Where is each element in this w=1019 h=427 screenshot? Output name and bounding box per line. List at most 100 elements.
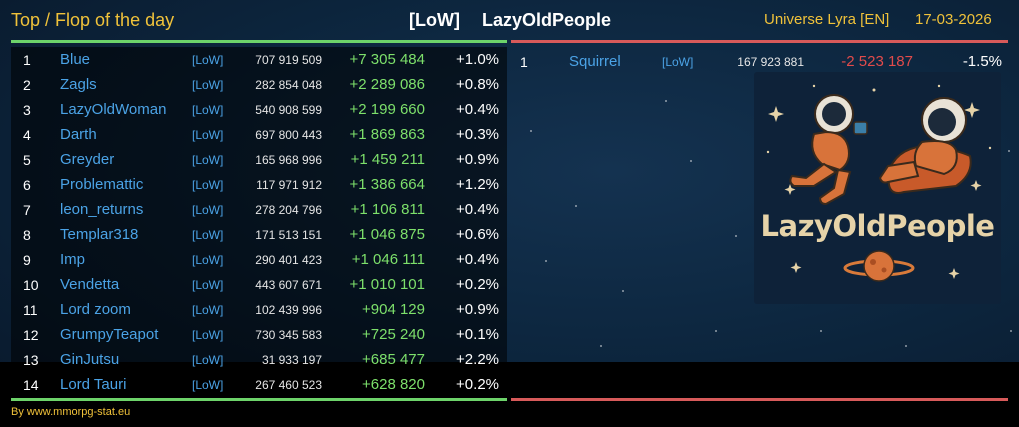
top-row: 7 leon_returns [LoW] 278 204 796 +1 106 811 +… xyxy=(11,197,507,222)
top-points: 540 908 599 xyxy=(255,103,322,117)
top-percent: +0.4% xyxy=(456,101,499,118)
top-alliance-tag[interactable]: [LoW] xyxy=(192,253,224,267)
top-points: 730 345 583 xyxy=(255,328,322,342)
flop-percent: -1.5% xyxy=(962,53,1002,70)
top-player-name[interactable]: GinJutsu xyxy=(60,351,120,368)
top-percent: +1.0% xyxy=(456,51,499,68)
top-diff: +628 820 xyxy=(362,376,425,393)
top-rank: 12 xyxy=(23,327,39,343)
header-bar: Top / Flop of the day [LoW] LazyOldPeopl… xyxy=(0,0,1019,40)
top-alliance-tag[interactable]: [LoW] xyxy=(192,203,224,217)
top-rank: 7 xyxy=(23,202,31,218)
flop-divider-top xyxy=(511,40,1008,43)
top-alliance-tag[interactable]: [LoW] xyxy=(192,78,224,92)
top-rank: 14 xyxy=(23,377,39,393)
flop-divider-bottom xyxy=(511,398,1008,401)
top-rank: 1 xyxy=(23,52,31,68)
top-alliance-tag[interactable]: [LoW] xyxy=(192,328,224,342)
top-points: 267 460 523 xyxy=(255,378,322,392)
flop-diff: -2 523 187 xyxy=(841,53,913,70)
top-diff: +1 459 211 xyxy=(350,151,425,168)
top-rank: 10 xyxy=(23,277,39,293)
top-row: 3 LazyOldWoman [LoW] 540 908 599 +2 199 660 +… xyxy=(11,97,507,122)
top-percent: +0.2% xyxy=(456,376,499,393)
top-alliance-tag[interactable]: [LoW] xyxy=(192,303,224,317)
top-percent: +0.6% xyxy=(456,226,499,243)
top-player-name[interactable]: leon_returns xyxy=(60,201,144,218)
top-percent: +2.2% xyxy=(456,351,499,368)
top-alliance-tag[interactable]: [LoW] xyxy=(192,378,224,392)
top-row: 12 GrumpyTeapot [LoW] 730 345 583 +725 240 +0… xyxy=(11,322,507,347)
top-row: 5 Greyder [LoW] 165 968 996 +1 459 211 +0.9% xyxy=(11,147,507,172)
flop-player-name[interactable]: Squirrel xyxy=(569,53,621,70)
top-row: 11 Lord zoom [LoW] 102 439 996 +904 129 +0.9% xyxy=(11,297,507,322)
top-diff: +904 129 xyxy=(362,301,425,318)
top-player-name[interactable]: LazyOldWoman xyxy=(60,101,167,118)
top-rank: 8 xyxy=(23,227,31,243)
top-player-name[interactable]: Vendetta xyxy=(60,276,120,293)
top-points: 282 854 048 xyxy=(255,78,322,92)
top-percent: +1.2% xyxy=(456,176,499,193)
top-row: 6 Problemattic [LoW] 117 971 912 +1 386 664 +… xyxy=(11,172,507,197)
top-percent: +0.4% xyxy=(456,201,499,218)
top-rank: 5 xyxy=(23,152,31,168)
top-points: 290 401 423 xyxy=(255,253,322,267)
top-player-name[interactable]: Lord Tauri xyxy=(60,376,127,393)
top-player-name[interactable]: Templar318 xyxy=(60,226,139,243)
top-alliance-tag[interactable]: [LoW] xyxy=(192,103,224,117)
top-row: 14 Lord Tauri [LoW] 267 460 523 +628 820 +0.2… xyxy=(11,372,507,397)
top-points: 165 968 996 xyxy=(255,153,322,167)
top-alliance-tag[interactable]: [LoW] xyxy=(192,178,224,192)
logo-text: LazyOldPeople xyxy=(760,209,995,243)
top-row: 9 Imp [LoW] 290 401 423 +1 046 111 +0.4% xyxy=(11,247,507,272)
top-points: 278 204 796 xyxy=(255,203,322,217)
top-alliance-tag[interactable]: [LoW] xyxy=(192,53,224,67)
top-player-name[interactable]: Blue xyxy=(60,51,91,68)
flop-points: 167 923 881 xyxy=(737,55,804,69)
top-alliance-tag[interactable]: [LoW] xyxy=(192,228,224,242)
alliance-name: LazyOldPeople xyxy=(482,10,612,30)
top-player-name[interactable]: Lord zoom xyxy=(60,301,131,318)
top-player-name[interactable]: GrumpyTeapot xyxy=(60,326,159,343)
alliance-tag: [LoW] xyxy=(409,10,460,30)
top-rank: 3 xyxy=(23,102,31,118)
top-diff: +7 305 484 xyxy=(349,51,426,68)
top-points: 31 933 197 xyxy=(261,353,322,367)
footer-credit[interactable]: By www.mmorpg-stat.eu xyxy=(11,406,131,418)
top-alliance-tag[interactable]: [LoW] xyxy=(192,128,224,142)
alliance-logo: LazyOldPeople xyxy=(754,72,1001,304)
top-row: 8 Templar318 [LoW] 171 513 151 +1 046 875 +0.… xyxy=(11,222,507,247)
top-percent: +0.3% xyxy=(456,126,499,143)
top-player-name[interactable]: Darth xyxy=(60,126,97,143)
top-row: 13 GinJutsu [LoW] 31 933 197 +685 477 +2.2% xyxy=(11,347,507,372)
top-player-name[interactable]: Greyder xyxy=(60,151,115,168)
top-rank: 11 xyxy=(23,302,38,318)
top-percent: +0.9% xyxy=(456,151,499,168)
top-row: 4 Darth [LoW] 697 800 443 +1 869 863 +0.3% xyxy=(11,122,507,147)
top-row: 10 Vendetta [LoW] 443 607 671 +1 010 101 +0.2… xyxy=(11,272,507,297)
top-alliance-tag[interactable]: [LoW] xyxy=(192,153,224,167)
top-list: 1 Blue [LoW] 707 919 509 +7 305 484 +1.0% 2 Zag… xyxy=(11,47,507,397)
page-title: Top / Flop of the day xyxy=(11,10,175,30)
top-alliance-tag[interactable]: [LoW] xyxy=(192,353,224,367)
top-diff: +1 046 111 xyxy=(351,251,425,268)
top-points: 117 971 912 xyxy=(256,178,322,192)
top-player-name[interactable]: Imp xyxy=(60,251,86,268)
top-player-name[interactable]: Problemattic xyxy=(60,176,144,193)
top-rank: 4 xyxy=(23,127,31,143)
top-rank: 6 xyxy=(23,177,31,193)
flop-alliance-tag[interactable]: [LoW] xyxy=(662,55,694,69)
top-points: 443 607 671 xyxy=(255,278,322,292)
top-percent: +0.4% xyxy=(456,251,499,268)
top-player-name[interactable]: Zagls xyxy=(60,76,97,93)
top-percent: +0.8% xyxy=(456,76,499,93)
top-percent: +0.1% xyxy=(456,326,499,343)
flop-rank: 1 xyxy=(520,54,528,70)
universe-label: Universe Lyra [EN] xyxy=(764,11,890,28)
flop-row: 1 Squirrel [LoW] 167 923 881 -2 523 187 … xyxy=(511,49,1008,74)
top-alliance-tag[interactable]: [LoW] xyxy=(192,278,224,292)
top-rank: 9 xyxy=(23,252,31,268)
top-rank: 2 xyxy=(23,77,31,93)
top-divider-top xyxy=(11,40,507,43)
top-diff: +2 199 660 xyxy=(349,101,426,118)
